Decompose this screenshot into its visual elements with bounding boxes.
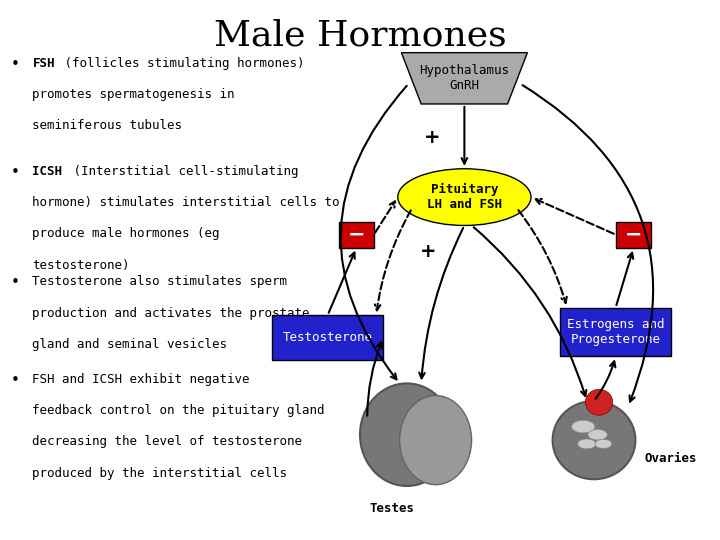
Text: +: + xyxy=(420,241,436,261)
Text: ICSH: ICSH xyxy=(32,165,63,178)
Ellipse shape xyxy=(595,440,612,448)
Ellipse shape xyxy=(572,420,595,433)
Text: testosterone): testosterone) xyxy=(32,259,130,272)
Text: decreasing the level of testosterone: decreasing the level of testosterone xyxy=(32,435,302,448)
Text: (follicles stimulating hormones): (follicles stimulating hormones) xyxy=(58,57,305,70)
Text: Testes: Testes xyxy=(370,502,415,515)
Text: •: • xyxy=(11,165,19,180)
Text: Testosterone: Testosterone xyxy=(283,331,373,344)
Bar xyxy=(560,308,671,356)
Ellipse shape xyxy=(400,395,472,485)
Text: •: • xyxy=(11,275,19,291)
Text: Testosterone also stimulates sperm: Testosterone also stimulates sperm xyxy=(32,275,287,288)
Ellipse shape xyxy=(588,429,608,440)
Text: Pituitary
LH and FSH: Pituitary LH and FSH xyxy=(427,183,502,211)
Text: FSH and ICSH exhibit negative: FSH and ICSH exhibit negative xyxy=(32,373,250,386)
Text: Ovaries: Ovaries xyxy=(644,453,697,465)
Text: produce male hormones (eg: produce male hormones (eg xyxy=(32,227,220,240)
Text: produced by the interstitial cells: produced by the interstitial cells xyxy=(32,467,287,480)
Ellipse shape xyxy=(577,439,596,449)
Ellipse shape xyxy=(585,389,613,415)
Text: •: • xyxy=(11,373,19,388)
Text: gland and seminal vesicles: gland and seminal vesicles xyxy=(32,338,228,351)
Text: feedback control on the pituitary gland: feedback control on the pituitary gland xyxy=(32,404,325,417)
Ellipse shape xyxy=(553,401,635,480)
Text: •: • xyxy=(11,57,19,72)
Text: production and activates the prostate: production and activates the prostate xyxy=(32,307,310,320)
Text: Estrogens and
Progesterone: Estrogens and Progesterone xyxy=(567,318,665,346)
Bar xyxy=(616,222,651,248)
Text: +: + xyxy=(424,128,440,147)
Text: seminiferous tubules: seminiferous tubules xyxy=(32,119,182,132)
Text: −: − xyxy=(625,225,642,245)
Text: FSH: FSH xyxy=(32,57,55,70)
Ellipse shape xyxy=(360,383,454,486)
Bar xyxy=(272,315,383,360)
Ellipse shape xyxy=(398,168,531,226)
Polygon shape xyxy=(402,53,527,104)
Text: Male Hormones: Male Hormones xyxy=(214,19,506,53)
Text: promotes spermatogenesis in: promotes spermatogenesis in xyxy=(32,88,235,101)
Bar xyxy=(339,222,374,248)
Text: (Interstitial cell-stimulating: (Interstitial cell-stimulating xyxy=(66,165,298,178)
Text: hormone) stimulates interstitial cells to: hormone) stimulates interstitial cells t… xyxy=(32,196,340,209)
Text: Hypothalamus
GnRH: Hypothalamus GnRH xyxy=(419,64,510,92)
Text: −: − xyxy=(348,225,365,245)
